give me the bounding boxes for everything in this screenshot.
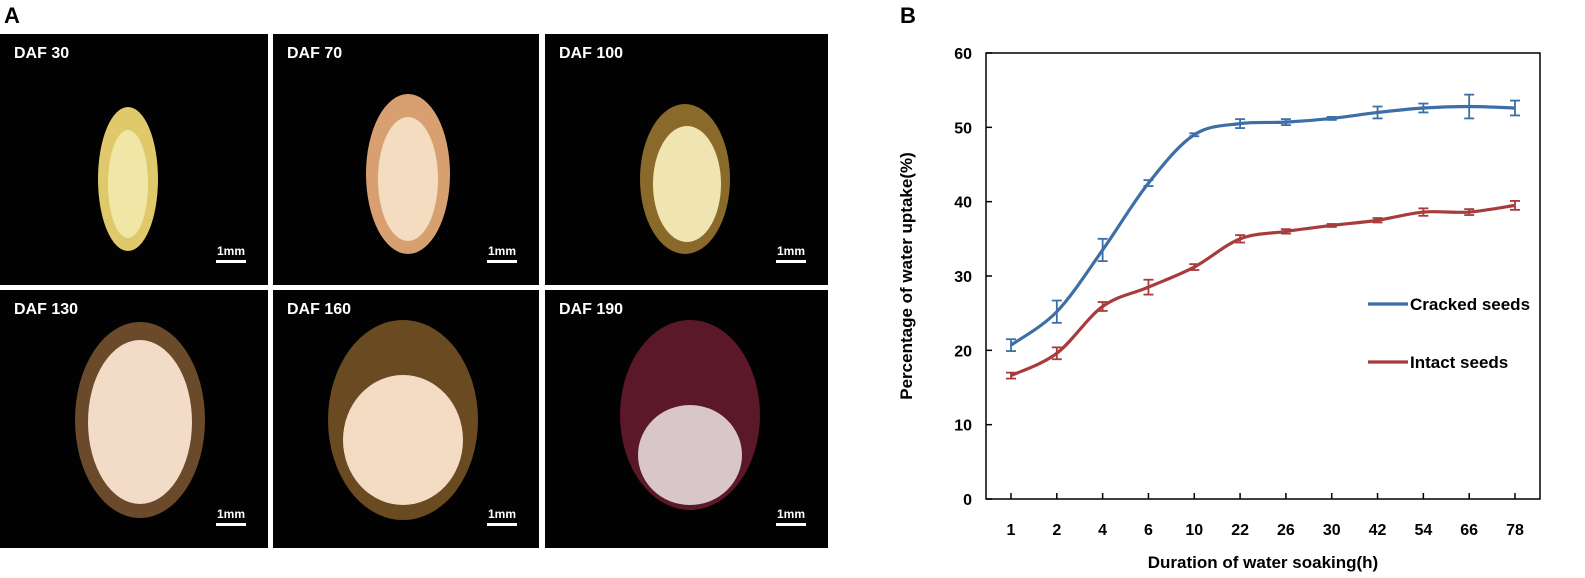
x-axis-ticks: 1 2 4 6 10 22 26 30 42 54 66 78 [1007, 493, 1524, 539]
data-point [1051, 299, 1062, 324]
x-tick-label: 78 [1506, 522, 1524, 539]
data-point [1280, 228, 1291, 235]
x-tick-label: 4 [1098, 522, 1107, 539]
panel-a-label: A [4, 3, 20, 28]
seed-endosperm [343, 375, 463, 505]
data-point [1464, 93, 1475, 120]
data-point [1143, 278, 1154, 296]
data-point [1326, 223, 1337, 228]
data-point [1006, 338, 1016, 352]
seed-photo: DAF 70 1mm [273, 34, 539, 285]
seed-photo: DAF 190 1mm [545, 290, 828, 548]
scale-bar-label: 1mm [216, 507, 245, 521]
x-tick-label: 2 [1052, 522, 1061, 539]
data-point [1372, 105, 1383, 120]
data-point [1418, 102, 1429, 114]
data-point [1143, 179, 1154, 187]
y-axis-title: Percentage of water uptake(%) [897, 152, 916, 400]
scale-bar: 1mm [776, 244, 806, 263]
scale-bar: 1mm [487, 507, 517, 526]
x-tick-label: 22 [1231, 522, 1249, 539]
data-point [1006, 371, 1016, 380]
x-tick-label: 54 [1414, 522, 1432, 539]
photo-label: DAF 190 [559, 301, 624, 318]
photo-label: DAF 30 [14, 45, 70, 62]
data-point [1235, 118, 1246, 129]
legend-label: Cracked seeds [1410, 295, 1530, 314]
x-tick-label: 30 [1323, 522, 1341, 539]
scale-bar-label: 1mm [487, 244, 516, 258]
scale-bar-label: 1mm [216, 244, 245, 258]
seed-photo: DAF 130 1mm [0, 290, 268, 548]
photo-label: DAF 70 [287, 45, 343, 62]
x-tick-label: 66 [1460, 522, 1478, 539]
scale-bar: 1mm [216, 244, 246, 263]
series-layer [1006, 93, 1520, 380]
data-point [1280, 118, 1291, 127]
seed-photo: DAF 30 1mm [0, 34, 268, 285]
scale-bar: 1mm [776, 507, 806, 526]
scale-bar-label: 1mm [776, 507, 805, 521]
y-tick-label: 50 [954, 120, 972, 137]
photo-label: DAF 160 [287, 301, 352, 318]
y-tick-label: 60 [954, 46, 972, 63]
seed-endosperm [88, 340, 192, 504]
y-tick-label: 20 [954, 343, 972, 360]
seed-endosperm [108, 130, 148, 238]
legend: Cracked seeds Intact seeds [1368, 295, 1530, 372]
y-tick-label: 40 [954, 195, 972, 212]
seed-illustration [366, 94, 450, 254]
x-axis-title: Duration of water soaking(h) [1148, 553, 1378, 572]
photo-label: DAF 100 [559, 45, 624, 62]
seed-illustration [640, 104, 730, 254]
data-point [1418, 207, 1429, 217]
seed-photo-grid: DAF 30 1mm DAF 70 1mm DAF 100 1mm DAF 13… [0, 34, 828, 548]
data-point [1097, 301, 1108, 312]
seed-illustration [75, 322, 205, 518]
x-tick-label: 42 [1369, 522, 1387, 539]
x-tick-label: 10 [1185, 522, 1203, 539]
data-point [1326, 116, 1337, 121]
data-point [1510, 200, 1520, 211]
scale-bar: 1mm [216, 507, 246, 526]
seed-endosperm [378, 117, 438, 241]
panel-b-label: B [900, 3, 916, 28]
data-point [1051, 346, 1062, 361]
y-tick-label: 10 [954, 418, 972, 435]
data-point [1510, 99, 1520, 117]
x-tick-label: 26 [1277, 522, 1295, 539]
water-uptake-chart: 0 10 20 30 40 50 60 1 2 4 6 10 22 26 30 42 54 66 78 Durat… [897, 46, 1541, 572]
x-tick-label: 1 [1007, 522, 1016, 539]
series-line [1010, 203, 1516, 378]
seed-endosperm [638, 405, 742, 505]
photo-label: DAF 130 [14, 301, 79, 318]
data-point [1372, 217, 1383, 224]
legend-label: Intact seeds [1410, 353, 1508, 372]
scale-bar-label: 1mm [776, 244, 805, 258]
seed-illustration [620, 320, 760, 510]
data-point [1189, 132, 1200, 138]
seed-photo: DAF 100 1mm [545, 34, 828, 285]
x-tick-label: 6 [1144, 522, 1153, 539]
plot-frame [985, 52, 1541, 500]
data-point [1235, 234, 1246, 244]
data-point [1097, 237, 1108, 263]
data-point [1189, 263, 1200, 271]
y-axis-ticks: 0 10 20 30 40 50 60 [954, 46, 992, 509]
scale-bar-label: 1mm [487, 507, 516, 521]
seed-illustration [98, 107, 158, 251]
scale-bar: 1mm [487, 244, 517, 263]
seed-endosperm [653, 126, 721, 242]
seed-illustration [328, 320, 478, 520]
seed-photo: DAF 160 1mm [273, 290, 539, 548]
y-tick-label: 30 [954, 269, 972, 286]
data-point [1464, 208, 1475, 216]
y-tick-label: 0 [963, 492, 972, 509]
